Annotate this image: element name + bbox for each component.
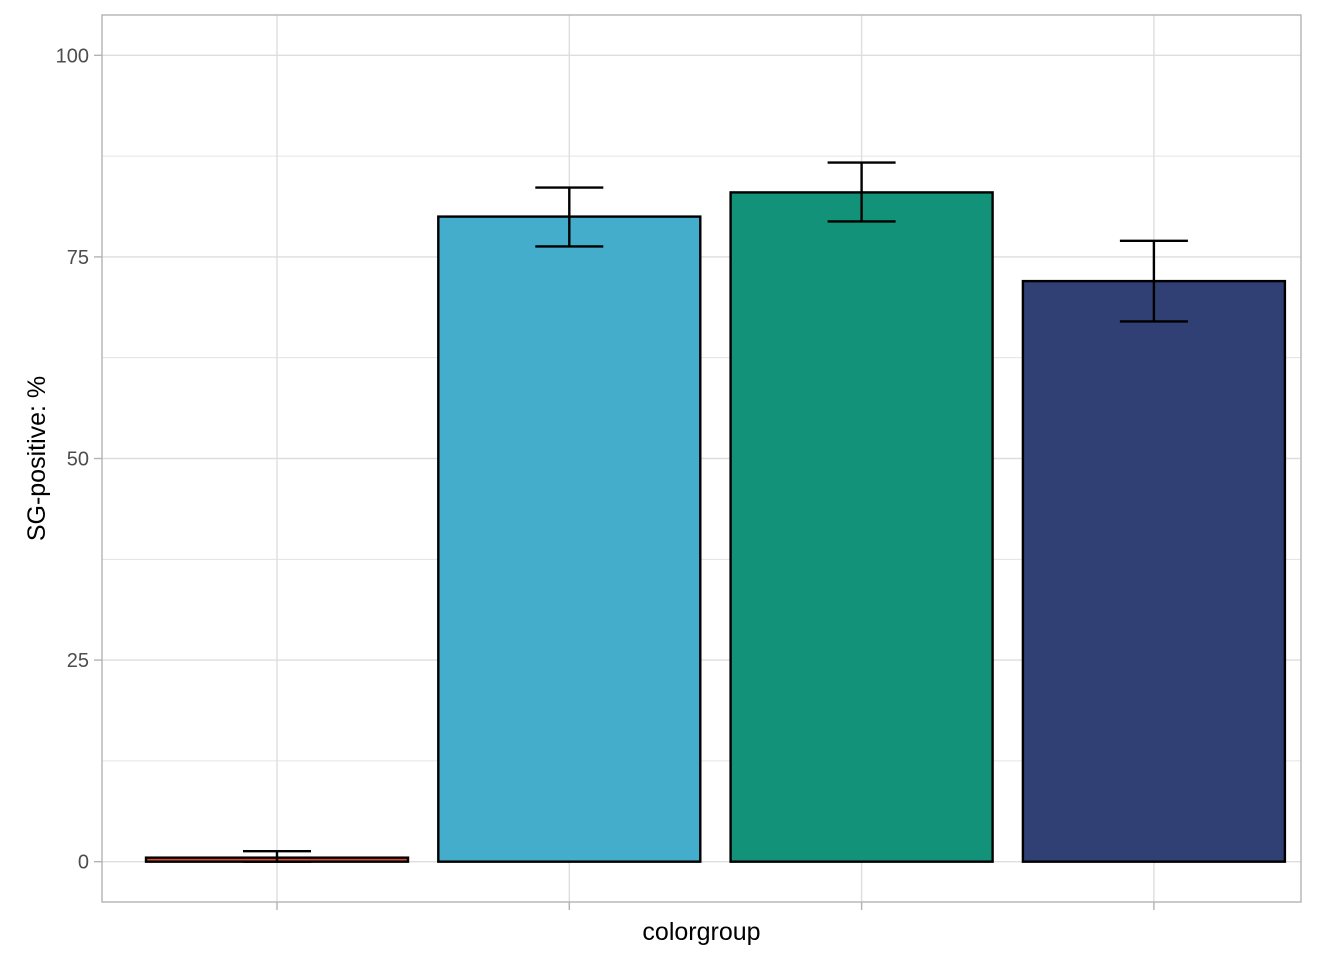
y-tick-label: 75 — [67, 247, 89, 269]
error-bar — [827, 161, 896, 223]
x-axis-title: colorgroup — [642, 918, 760, 946]
bar — [437, 215, 702, 863]
y-axis-title: SG-positive: % — [23, 376, 51, 541]
y-axis-ticks — [94, 54, 102, 863]
bars — [144, 191, 1287, 863]
error-bar — [243, 849, 311, 863]
error-bars — [243, 161, 1188, 863]
y-tick-label: 50 — [67, 449, 89, 471]
y-tick-label: 25 — [67, 650, 89, 672]
bar — [729, 191, 994, 863]
bar — [1021, 279, 1287, 863]
error-bar — [535, 186, 604, 248]
y-axis-tick-labels: 0 25 50 75 100 — [56, 45, 89, 873]
y-tick-label: 0 — [78, 852, 89, 874]
error-bar — [1119, 239, 1188, 323]
x-axis-ticks — [276, 902, 1155, 910]
y-tick-label: 100 — [56, 45, 89, 67]
